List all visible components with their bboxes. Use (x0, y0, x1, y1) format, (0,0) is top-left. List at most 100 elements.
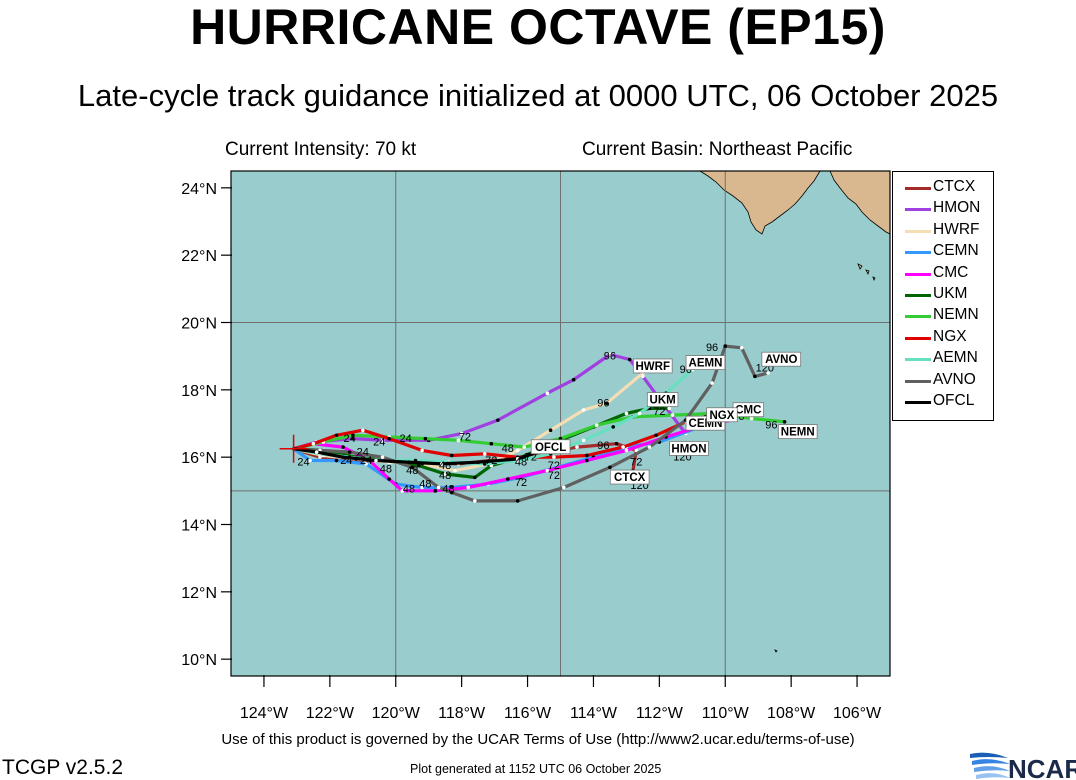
map-frame (230, 170, 891, 677)
forecast-hour-label: 48 (439, 460, 451, 472)
track-point (400, 489, 405, 493)
track-point (611, 425, 616, 429)
end-label-nemn: NEMN (777, 424, 818, 440)
track-point (466, 485, 471, 490)
legend-swatch (905, 315, 931, 319)
end-label-avno: AVNO (761, 351, 802, 367)
end-label-text: AVNO (765, 354, 797, 366)
forecast-hour-label: 96 (765, 420, 777, 432)
legend-swatch (905, 336, 931, 340)
track-point (739, 345, 744, 350)
islands (774, 263, 876, 653)
track-point (670, 413, 675, 417)
legend-label: UKM (933, 285, 968, 302)
track-point (581, 438, 586, 443)
track-point (548, 428, 553, 433)
legend-swatch (905, 294, 931, 297)
track-point (440, 462, 444, 466)
forecast-hour-label: 96 (604, 351, 616, 363)
track-point (585, 453, 589, 458)
model-legend: CTCX HMON HWRF CEMN CMC UKM NEMN NGX AEMN AVNO OFC… (892, 171, 994, 421)
lon-tick-label: 106°W (833, 705, 882, 722)
track-point (364, 462, 368, 466)
forecast-hour-label: 24 (373, 436, 385, 448)
track-point (351, 433, 355, 438)
track-point (453, 468, 457, 473)
current-position-marker (279, 434, 308, 463)
track-point (624, 411, 629, 416)
track-point (341, 455, 345, 459)
lon-tick-label: 120°W (372, 705, 421, 722)
legend-swatch (905, 229, 931, 233)
ncar-logo: NCAR (970, 752, 1076, 780)
lat-tick-label: 24°N (181, 181, 217, 198)
legend-label: CEMN (933, 242, 979, 260)
track-point (634, 448, 639, 453)
forecast-hour-label: 24 (343, 433, 355, 445)
track-point (341, 445, 345, 449)
end-label-text: CMC (735, 405, 761, 417)
track-point (608, 465, 612, 470)
track-point (621, 445, 625, 449)
lon-tick-label: 112°W (636, 705, 684, 722)
track-point (571, 377, 576, 382)
track-point (443, 472, 447, 476)
track-point (515, 457, 520, 461)
legend-swatch (905, 187, 931, 190)
track-point (420, 448, 424, 453)
legend-label: HMON (933, 199, 981, 217)
lon-tick-label: 116°W (504, 705, 552, 722)
lon-tick-label: 124°W (240, 705, 289, 722)
forecast-hour-label: 72 (485, 455, 497, 467)
forecast-hour-label: 96 (597, 398, 609, 410)
end-label-box (685, 355, 726, 370)
end-label-text: UKM (650, 395, 676, 407)
track-point (334, 458, 339, 463)
track-point (449, 490, 454, 495)
track-point (561, 485, 566, 490)
track-point (614, 441, 619, 446)
end-label-text: CTCX (614, 472, 646, 484)
track-point (637, 411, 642, 416)
track-point (314, 450, 319, 454)
track-point (522, 445, 527, 449)
track-point (647, 445, 652, 449)
forecast-hour-label: 96 (597, 440, 609, 452)
track-point (515, 448, 520, 453)
end-label-ofcl: OFCL (530, 439, 571, 455)
forecast-hour-label: 72 (548, 460, 560, 472)
legend-label: AVNO (933, 370, 976, 388)
track-point (380, 455, 385, 459)
page-title: HURRICANE OCTAVE (EP15) (190, 0, 886, 55)
end-label-text: HWRF (636, 361, 671, 373)
forecast-hour-label: 72 (653, 406, 665, 418)
track-point (387, 436, 391, 441)
lon-tick-label: 108°W (767, 705, 816, 722)
track-point (473, 475, 477, 480)
track-point (608, 352, 612, 357)
forecast-hour-label: 48 (515, 457, 527, 469)
end-label-box (761, 351, 802, 367)
forecast-hour-label: 96 (706, 342, 718, 354)
track-point (624, 448, 629, 453)
end-label-ukm: UKM (646, 392, 679, 408)
track-point (594, 423, 599, 427)
track-point (361, 428, 365, 433)
track-point (473, 499, 477, 503)
end-label-hwrf: HWRF (632, 358, 673, 374)
forecast-hour-label: 24 (360, 455, 372, 467)
lat-tick-label: 14°N (181, 518, 217, 535)
forecast-hour-label: 24 (357, 446, 369, 458)
track-point (749, 416, 754, 421)
forecast-hour-label: 48 (502, 443, 514, 455)
legend-label: NEMN (933, 306, 979, 324)
track-point (433, 489, 438, 493)
track-point (459, 431, 464, 436)
track-point (505, 477, 510, 481)
track-point (496, 418, 500, 422)
legend-swatch (905, 358, 931, 362)
forecast-hour-label: 48 (406, 465, 418, 477)
lon-tick-label: 118°W (438, 705, 486, 722)
legend-label: NGX (933, 327, 967, 345)
